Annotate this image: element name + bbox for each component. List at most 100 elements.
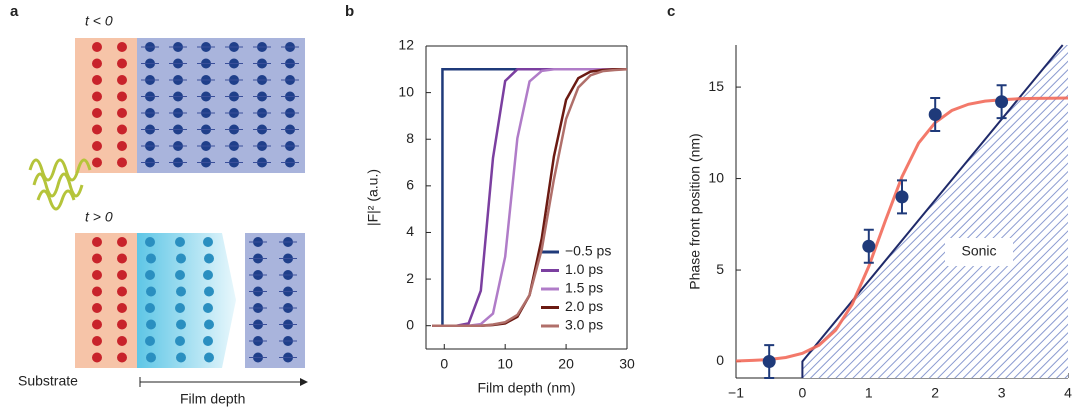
- atom: [117, 352, 127, 363]
- atom: [92, 253, 102, 264]
- x-tick-label: 20: [558, 356, 574, 372]
- x-tick-label: 0: [799, 385, 807, 401]
- x-tick-label: 0: [440, 356, 448, 372]
- atom: [117, 157, 127, 168]
- atom: [204, 319, 214, 330]
- y-tick-label: 12: [398, 37, 414, 53]
- y-tick-label: 2: [406, 270, 414, 286]
- atom: [92, 108, 102, 118]
- x-tick-label: 3: [998, 385, 1006, 401]
- atom: [175, 336, 185, 346]
- atom: [92, 336, 102, 346]
- atom: [92, 303, 102, 313]
- atom: [117, 58, 127, 69]
- atom: [92, 91, 102, 102]
- atom: [203, 336, 213, 346]
- atom: [117, 108, 127, 118]
- y-tick-label: 5: [716, 261, 724, 277]
- x-tick-label: 1: [865, 385, 873, 401]
- atom: [146, 253, 156, 264]
- atom: [145, 237, 155, 247]
- film-block: [137, 38, 305, 173]
- x-tick-label: −1: [728, 385, 744, 401]
- sonic-region: [802, 45, 1068, 378]
- panel-label: c: [667, 3, 675, 20]
- y-axis-label: Phase front position (nm): [687, 133, 703, 289]
- y-tick-label: 4: [406, 223, 414, 239]
- atom: [176, 253, 186, 264]
- legend-label: 2.0 ps: [565, 298, 603, 314]
- x-tick-label: 4: [1064, 385, 1072, 401]
- legend-label: 3.0 ps: [565, 317, 603, 333]
- x-tick-label: 30: [619, 356, 635, 372]
- atom: [117, 91, 127, 102]
- substrate-block: [75, 38, 137, 173]
- atom: [203, 237, 213, 247]
- legend-label: 1.0 ps: [565, 261, 603, 277]
- atom: [92, 237, 102, 247]
- legend-label: 1.5 ps: [565, 280, 603, 296]
- x-tick-label: 10: [497, 356, 513, 372]
- data-point: [928, 108, 942, 122]
- y-tick-label: 15: [708, 78, 724, 94]
- atom: [175, 303, 185, 313]
- atom: [145, 336, 155, 346]
- atom: [92, 157, 102, 168]
- y-tick-label: 10: [398, 83, 414, 99]
- substrate-block: [75, 233, 137, 368]
- atom: [92, 58, 102, 69]
- atom: [117, 75, 127, 85]
- atom: [117, 124, 127, 135]
- annotation-box: [945, 238, 1013, 266]
- atom: [117, 336, 127, 346]
- atom: [117, 319, 127, 330]
- y-tick-label: 8: [406, 130, 414, 146]
- x-axis-label: Film depth (nm): [477, 380, 575, 396]
- atom: [92, 141, 102, 151]
- data-point: [995, 95, 1009, 109]
- atom: [176, 319, 186, 330]
- y-tick-label: 0: [716, 352, 724, 368]
- atom: [176, 352, 186, 363]
- data-point: [862, 239, 876, 253]
- panel-label: a: [10, 3, 19, 20]
- atom: [146, 286, 156, 297]
- atom: [175, 270, 185, 280]
- atom: [145, 303, 155, 313]
- diagram-label: Film depth: [180, 391, 245, 407]
- x-tick-label: 2: [931, 385, 939, 401]
- atom: [117, 303, 127, 313]
- atom: [92, 75, 102, 85]
- atom: [117, 286, 127, 297]
- sonic-line: [801, 44, 1064, 378]
- atom: [204, 253, 214, 264]
- atom: [117, 270, 127, 280]
- atom: [117, 141, 127, 151]
- atom: [176, 286, 186, 297]
- atom: [175, 237, 185, 247]
- atom: [203, 270, 213, 280]
- y-tick-label: 0: [406, 316, 414, 332]
- data-point: [762, 355, 776, 369]
- panel-label: b: [345, 3, 354, 20]
- atom: [204, 352, 214, 363]
- film-block: [245, 233, 305, 368]
- atom: [145, 270, 155, 280]
- laser-pulse: [28, 158, 92, 211]
- atom: [117, 42, 127, 52]
- y-axis-label: |F|² (a.u.): [365, 169, 381, 226]
- atom: [146, 319, 156, 330]
- atom: [92, 42, 102, 52]
- atom: [204, 286, 214, 297]
- line: [432, 68, 628, 327]
- atom: [92, 286, 102, 297]
- y-tick-label: 6: [406, 177, 414, 193]
- diagram-label: t < 0: [85, 13, 113, 29]
- diagram: t < 0 t > 0 Substrate Film depth: [18, 13, 308, 407]
- depth-arrow: [300, 378, 308, 386]
- atom: [92, 124, 102, 135]
- y-tick-label: 10: [708, 169, 724, 185]
- atom: [146, 352, 156, 363]
- atom: [92, 352, 102, 363]
